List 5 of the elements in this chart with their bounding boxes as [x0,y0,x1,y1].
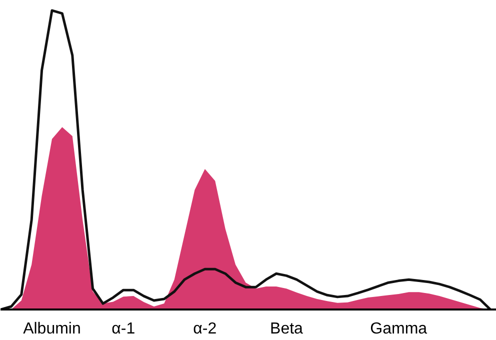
x-tick-label: α-2 [193,320,217,338]
x-tick-label: α-1 [112,320,136,338]
x-tick-label: Beta [270,320,304,338]
x-tick-label: Gamma [370,320,428,338]
x-tick-label: Albumin [23,320,81,338]
